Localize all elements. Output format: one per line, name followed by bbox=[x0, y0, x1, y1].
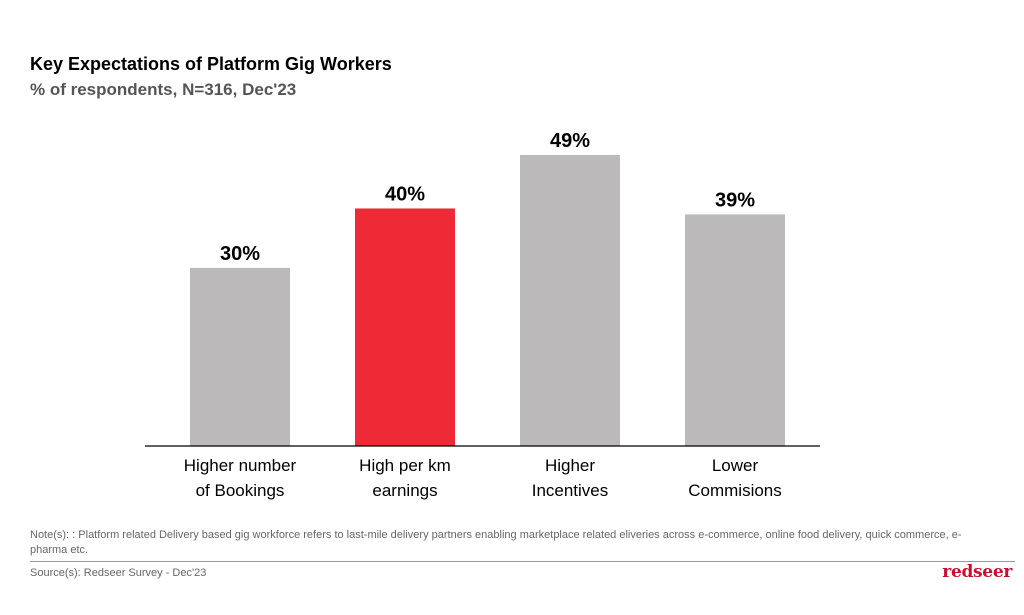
category-label-4-line-2: Commisions bbox=[688, 481, 782, 500]
source-text: Source(s): Redseer Survey - Dec'23 bbox=[30, 567, 207, 579]
chart-subtitle: % of respondents, N=316, Dec'23 bbox=[30, 80, 297, 99]
category-label-1-line-2: of Bookings bbox=[196, 481, 285, 500]
redseer-logo: redseer bbox=[942, 562, 1012, 582]
chart-title: Key Expectations of Platform Gig Workers bbox=[30, 54, 392, 74]
data-label-4: 39% bbox=[715, 189, 755, 211]
bar-2 bbox=[355, 208, 455, 446]
source-divider bbox=[30, 561, 1015, 562]
data-label-2: 40% bbox=[385, 183, 425, 205]
category-label-1-line-1: Higher number bbox=[184, 456, 297, 475]
data-label-3: 49% bbox=[550, 130, 590, 152]
category-label-3-line-2: Incentives bbox=[532, 481, 609, 500]
data-label-1: 30% bbox=[220, 243, 260, 265]
footnote: Note(s): : Platform related Delivery bas… bbox=[30, 529, 962, 556]
category-label-2-line-2: earnings bbox=[372, 481, 437, 500]
bar-chart: 30% Higher number of Bookings 40% High per k… bbox=[145, 130, 820, 500]
bar-4 bbox=[685, 214, 785, 446]
category-label-2-line-1: High per km bbox=[359, 456, 451, 475]
bar-3 bbox=[520, 155, 620, 446]
bar-1 bbox=[190, 267, 290, 446]
category-label-4-line-1: Lower bbox=[712, 456, 759, 475]
category-label-3-line-1: Higher bbox=[545, 456, 595, 475]
